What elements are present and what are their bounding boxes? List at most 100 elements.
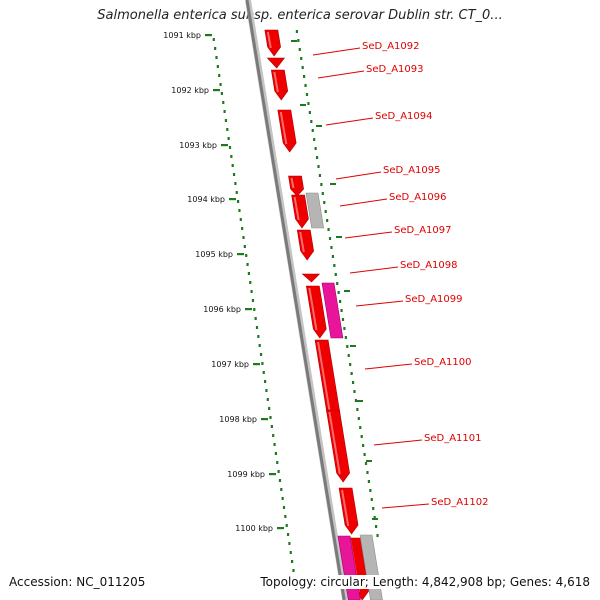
gc-dot [356, 408, 359, 411]
kbp-tick-mark [205, 34, 212, 37]
gc-dot-track [212, 30, 379, 590]
gc-dot [354, 399, 358, 402]
gc-dot [232, 173, 236, 176]
gc-dot [343, 327, 346, 330]
kbp-tick-label: 1091 kbp [163, 31, 201, 40]
gc-dot [367, 480, 370, 483]
gc-dot [276, 461, 279, 464]
gc-dot [360, 435, 363, 438]
gc-dot [344, 336, 347, 339]
gc-dot [364, 462, 368, 465]
gc-dot [324, 210, 327, 213]
gene-arrow[interactable] [266, 57, 286, 69]
gc-dot [219, 83, 222, 86]
gc-dot [308, 111, 311, 114]
gene-label[interactable]: SeD_A1099 [405, 294, 463, 305]
label-leader-line [381, 503, 430, 509]
gene-labels[interactable]: SeD_A1092 SeD_A1093 SeD_A1094 SeD_A1095 SeD_… [362, 41, 489, 508]
gc-dot [363, 453, 366, 456]
gene-label[interactable]: SeD_A1092 [362, 41, 420, 52]
gc-dot [264, 380, 267, 383]
kbp-tick-mark [245, 308, 252, 311]
kbp-tick-mark [253, 363, 260, 366]
gene-label[interactable]: SeD_A1098 [400, 260, 458, 271]
label-leader-line [325, 117, 374, 126]
gc-dot [228, 146, 232, 149]
gene-label[interactable]: SeD_A1093 [366, 64, 424, 75]
label-leaders [312, 47, 430, 509]
gene-label[interactable]: SeD_A1100 [414, 357, 472, 368]
gc-dot [372, 507, 375, 510]
gc-dot [328, 237, 332, 240]
gc-dot [369, 489, 372, 492]
gene-arrow[interactable] [301, 273, 321, 283]
gc-dot [339, 300, 342, 303]
label-leader-line [339, 198, 388, 207]
gc-dot [281, 497, 284, 500]
gc-dot [300, 57, 303, 60]
gc-dot [218, 74, 221, 77]
backbone-strand [245, 0, 349, 600]
gene-features[interactable] [264, 29, 383, 600]
gc-dot [273, 443, 276, 446]
gc-dot [227, 137, 230, 140]
gc-dot [231, 164, 234, 167]
gc-dot [241, 227, 244, 230]
gc-dot [323, 201, 326, 204]
gene-label[interactable]: SeD_A1094 [375, 111, 433, 122]
kbp-tick-label: 1100 kbp [235, 524, 273, 533]
gc-dot [353, 390, 356, 393]
gc-dot [270, 425, 273, 428]
genome-title: Salmonella enterica subsp. enterica sero… [97, 8, 503, 23]
gc-dot [327, 228, 330, 231]
gene-block[interactable] [321, 282, 344, 339]
gene-label[interactable]: SeD_A1102 [431, 497, 489, 508]
gc-dash [330, 183, 336, 185]
gc-dot [333, 264, 336, 267]
gc-dot [246, 263, 249, 266]
gc-dot [370, 498, 373, 501]
gc-dot [313, 138, 316, 141]
gc-dot [326, 219, 329, 222]
gc-dot [337, 291, 340, 294]
label-leader-line [373, 439, 423, 446]
gc-dot [245, 254, 248, 257]
gc-dot [305, 93, 309, 96]
label-leader-line [344, 231, 393, 239]
gc-dot [250, 290, 253, 293]
kbp-tick-label: 1093 kbp [179, 141, 217, 150]
gc-dash [300, 104, 306, 106]
gene-highlight [293, 196, 300, 221]
label-leader-line [335, 171, 382, 180]
gc-dot [223, 110, 226, 113]
gene-label[interactable]: SeD_A1097 [394, 225, 452, 236]
gc-dot [373, 516, 376, 519]
gc-dot [265, 389, 268, 392]
gene-label[interactable]: SeD_A1095 [383, 165, 441, 176]
gene-highlight [273, 71, 279, 93]
gc-dot [214, 47, 217, 50]
gc-dash [357, 400, 363, 402]
kbp-ticks: 1091 kbp 1092 kbp 1093 kbp 1094 kbp 1095 kbp… [163, 31, 292, 588]
kbp-tick-label: 1099 kbp [227, 470, 265, 479]
kbp-tick-mark [269, 473, 276, 476]
label-leader-line [312, 47, 361, 56]
gc-dash [372, 518, 378, 520]
label-leader-line [355, 300, 404, 307]
topology-summary: Topology: circular; Length: 4,842,908 bp… [258, 575, 590, 589]
gc-dot [304, 84, 307, 87]
gc-dot [220, 92, 223, 95]
gc-dot [366, 471, 369, 474]
gene-label[interactable]: SeD_A1096 [389, 192, 447, 203]
gc-dash [336, 236, 342, 238]
gc-dot [286, 533, 290, 536]
gc-dot [331, 255, 334, 258]
gene-block[interactable] [305, 192, 325, 229]
gc-dot [242, 236, 245, 239]
gc-dot [224, 119, 228, 122]
gene-label[interactable]: SeD_A1101 [424, 433, 482, 444]
gc-dot [346, 345, 349, 348]
kbp-tick-label: 1096 kbp [203, 305, 241, 314]
gc-dot [259, 353, 263, 356]
